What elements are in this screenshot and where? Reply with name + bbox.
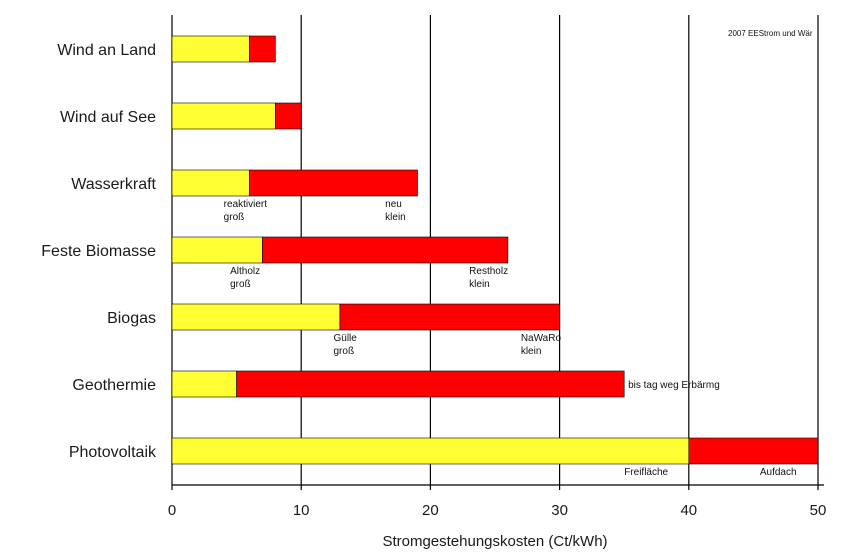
category-label: Wasserkraft bbox=[71, 176, 156, 193]
bar-segment-2 bbox=[275, 102, 302, 130]
bar-annotation: Altholz groß bbox=[230, 266, 260, 290]
gridlines bbox=[171, 15, 824, 486]
tick-label-50: 50 bbox=[810, 502, 827, 519]
bar-segment-2 bbox=[688, 437, 819, 465]
bar-annotation: reaktiviert groß bbox=[224, 199, 268, 223]
bar-segment-2 bbox=[339, 303, 560, 331]
bar-annotations: reaktiviert groß neu klein Altholz groß Restho… bbox=[224, 199, 797, 478]
bar-segment-1 bbox=[171, 169, 250, 197]
bar-segment-1 bbox=[171, 102, 276, 130]
category-label: Wind an Land bbox=[57, 42, 156, 59]
bar-segment-2 bbox=[262, 236, 509, 264]
bar-annotation: Aufdach bbox=[760, 467, 797, 478]
bar-annotation: Freifläche bbox=[624, 467, 668, 478]
bar-annotation: Restholz klein bbox=[469, 266, 508, 290]
bar-annotation: Gülle groß bbox=[334, 333, 358, 357]
tick-label-30: 30 bbox=[551, 502, 568, 519]
bar-segment-1 bbox=[171, 35, 250, 63]
category-labels: Wind an Land Wind auf See Wasserkraft Feste… bbox=[41, 42, 157, 461]
bar-segment-1 bbox=[171, 370, 237, 398]
x-axis-title: Stromgestehungskosten (Ct/kWh) bbox=[382, 533, 607, 550]
category-label: Feste Biomasse bbox=[41, 243, 156, 260]
bar-annotation: bis tag weg Erbärmg bbox=[628, 380, 720, 391]
bar-segment-2 bbox=[249, 35, 276, 63]
bar-segment-1 bbox=[171, 437, 690, 465]
category-label: Wind auf See bbox=[60, 109, 156, 126]
bar-annotation: NaWaRo klein bbox=[521, 333, 562, 357]
x-axis-ticks: 0 10 20 30 40 50 bbox=[168, 485, 827, 519]
bars bbox=[171, 35, 819, 465]
category-label: Photovoltaik bbox=[69, 444, 157, 461]
bar-annotation: neu klein bbox=[385, 199, 406, 223]
corner-note: 2007 EEStrom und Wär bbox=[728, 29, 813, 38]
category-label: Biogas bbox=[107, 310, 156, 327]
tick-label-20: 20 bbox=[422, 502, 439, 519]
bar-segment-2 bbox=[236, 370, 625, 398]
bar-segment-1 bbox=[171, 303, 341, 331]
tick-label-10: 10 bbox=[293, 502, 310, 519]
tick-label-0: 0 bbox=[168, 502, 176, 519]
category-label: Geothermie bbox=[72, 377, 156, 394]
tick-label-40: 40 bbox=[680, 502, 697, 519]
bar-segment-2 bbox=[249, 169, 418, 197]
bar-segment-1 bbox=[171, 236, 263, 264]
